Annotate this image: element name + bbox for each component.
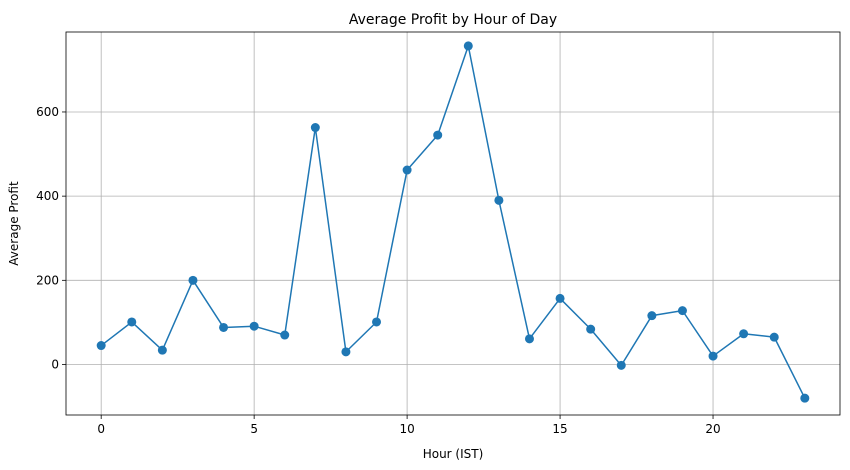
x-tick-label: 0: [97, 422, 105, 436]
x-tick-label: 20: [705, 422, 720, 436]
data-point: [372, 317, 382, 327]
series-line: [100, 45, 806, 399]
data-point: [157, 345, 167, 355]
data-point: [402, 165, 412, 175]
data-point: [494, 195, 504, 205]
data-point: [708, 351, 718, 361]
data-point: [677, 306, 687, 316]
y-tick-label: 600: [36, 105, 59, 119]
x-tick-label: 10: [399, 422, 414, 436]
data-point: [127, 317, 137, 327]
data-point: [524, 334, 534, 344]
plot-area-frame: [65, 31, 841, 416]
data-point: [739, 329, 749, 339]
data-point: [463, 41, 473, 51]
data-point: [800, 393, 810, 403]
data-point: [249, 321, 259, 331]
y-tick-label: 0: [51, 357, 59, 371]
chart-title: Average Profit by Hour of Day: [349, 12, 557, 28]
y-axis-ticks: 0 200 400 600: [36, 105, 66, 371]
series-layer: [100, 45, 806, 399]
x-tick-label: 5: [250, 422, 258, 436]
x-axis-label: Hour (IST): [423, 447, 484, 461]
x-tick-label: 15: [552, 422, 567, 436]
x-axis-ticks: 0 5 10 15 20: [97, 415, 721, 436]
y-axis-label: Average Profit: [7, 181, 21, 266]
data-point: [280, 330, 290, 340]
data-point: [310, 123, 320, 133]
points-layer: [96, 41, 810, 403]
data-point: [769, 332, 779, 342]
data-point: [96, 341, 106, 351]
data-point: [555, 293, 565, 303]
y-tick-label: 200: [36, 273, 59, 287]
y-tick-label: 400: [36, 189, 59, 203]
data-point: [219, 322, 229, 332]
data-point: [188, 275, 198, 285]
data-point: [433, 130, 443, 140]
data-point: [341, 347, 351, 357]
data-point: [647, 311, 657, 321]
data-point: [586, 324, 596, 334]
data-point: [616, 360, 626, 370]
